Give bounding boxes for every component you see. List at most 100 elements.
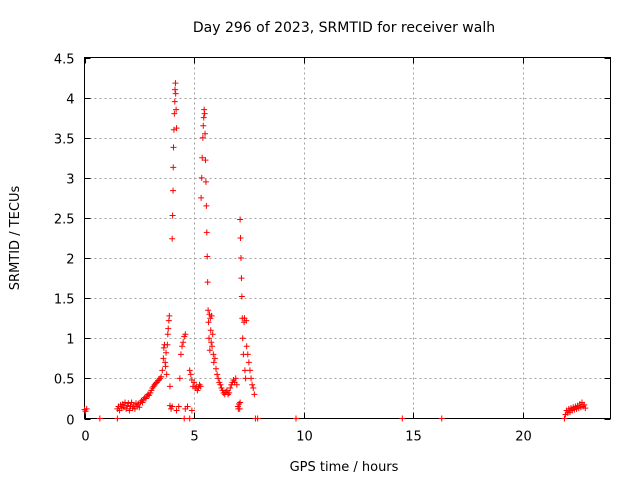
data-point: [173, 407, 180, 414]
data-point: [114, 415, 121, 422]
data-point: [159, 367, 166, 374]
y-axis-label: SRMTID / TECUs: [8, 186, 23, 291]
data-point: [202, 157, 209, 164]
data-point: [163, 349, 170, 356]
data-point: [186, 415, 193, 422]
data-point: [202, 130, 209, 137]
data-point: [215, 375, 222, 382]
data-point: [232, 375, 239, 382]
data-point: [210, 351, 217, 358]
data-point: [237, 255, 244, 262]
data-point: [198, 194, 205, 201]
data-point: [158, 373, 165, 380]
data-point: [139, 399, 146, 406]
data-point: [210, 359, 217, 366]
data-point: [171, 98, 178, 105]
data-point: [200, 122, 207, 129]
data-point: [201, 110, 208, 117]
data-point: [237, 399, 244, 406]
data-point: [250, 385, 257, 392]
data-point: [254, 415, 261, 422]
data-point: [186, 367, 193, 374]
data-point: [122, 399, 129, 406]
data-point: [205, 319, 212, 326]
x-axis-label: GPS time / hours: [290, 460, 399, 475]
data-point: [205, 307, 212, 314]
data-point: [83, 405, 90, 412]
y-tick-label: 4.5: [54, 53, 75, 68]
data-point: [197, 383, 204, 390]
data-point: [241, 367, 248, 374]
data-point: [179, 343, 186, 350]
data-point: [188, 407, 195, 414]
data-point: [561, 415, 568, 422]
data-point: [399, 415, 406, 422]
data-point: [180, 339, 187, 346]
data-point: [136, 404, 143, 411]
y-tick-label: 2: [66, 253, 74, 268]
chart-title: Day 296 of 2023, SRMTID for receiver wal…: [193, 20, 495, 36]
data-point: [170, 187, 177, 194]
data-point: [191, 379, 198, 386]
data-point: [165, 325, 172, 332]
data-point: [181, 415, 188, 422]
data-point: [171, 110, 178, 117]
data-point: [581, 401, 588, 408]
data-point: [208, 312, 215, 319]
data-point: [199, 154, 206, 161]
x-tick-label: 10: [296, 430, 313, 445]
data-point: [249, 381, 256, 388]
data-point: [209, 331, 216, 338]
x-tick-label: 15: [405, 430, 422, 445]
y-tick-label: 3: [66, 173, 74, 188]
data-point: [164, 341, 171, 348]
data-point: [213, 365, 219, 372]
y-tick-label: 1: [66, 333, 74, 348]
data-point: [172, 90, 179, 97]
grid-lines: [84, 57, 611, 419]
y-tick-labels: 0 0.5 1 1.5 2 2.5 3 3.5 4 4.5: [54, 53, 75, 429]
data-point: [176, 375, 183, 382]
data-point: [238, 275, 245, 282]
data-point: [182, 331, 189, 338]
data-point: [207, 327, 214, 334]
data-point: [173, 125, 180, 132]
data-point: [198, 174, 205, 181]
data-point: [204, 279, 211, 286]
data-point: [239, 335, 246, 342]
data-point: [226, 389, 233, 396]
data-point: [166, 312, 173, 319]
data-point: [170, 144, 177, 151]
data-point: [203, 202, 210, 209]
data-point: [204, 253, 211, 260]
plot-frame: [84, 57, 611, 419]
data-point: [173, 106, 180, 113]
data-points: [81, 80, 589, 422]
data-point: [125, 400, 132, 407]
data-point: [164, 331, 171, 338]
data-point: [251, 391, 258, 398]
data-point: [238, 293, 245, 300]
data-point: [236, 405, 243, 412]
data-point: [208, 339, 215, 346]
y-tick-label: 3.5: [54, 133, 75, 148]
data-point: [199, 134, 206, 141]
y-tick-label: 4: [66, 93, 74, 108]
data-point: [292, 415, 299, 422]
y-tick-label: 1.5: [54, 293, 75, 308]
data-point: [233, 381, 240, 388]
data-point: [166, 383, 173, 390]
y-tick-label: 2.5: [54, 213, 75, 228]
y-tick-label: 0: [66, 414, 74, 429]
data-point: [160, 355, 167, 362]
data-point: [123, 405, 130, 412]
data-point: [175, 403, 182, 410]
data-point: [200, 114, 207, 121]
data-point: [162, 363, 169, 370]
data-point: [211, 355, 218, 362]
data-point: [177, 351, 184, 358]
y-tick-label: 0.5: [54, 373, 75, 388]
data-point: [214, 371, 221, 378]
data-point: [169, 235, 176, 242]
